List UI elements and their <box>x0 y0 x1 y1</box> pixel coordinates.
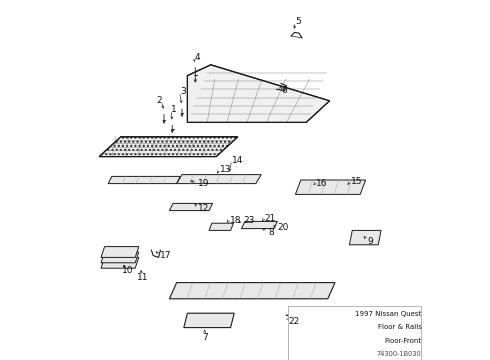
Polygon shape <box>349 230 381 245</box>
Text: 7: 7 <box>202 333 208 342</box>
Text: 11: 11 <box>137 273 148 282</box>
Text: 22: 22 <box>288 317 299 325</box>
Polygon shape <box>170 283 335 299</box>
Text: 14: 14 <box>232 156 244 165</box>
Polygon shape <box>187 65 330 122</box>
Text: 3: 3 <box>180 87 186 96</box>
Text: 6: 6 <box>281 86 287 95</box>
Polygon shape <box>170 203 213 211</box>
Text: 16: 16 <box>316 179 328 188</box>
Text: 18: 18 <box>230 216 242 225</box>
Text: 17: 17 <box>160 251 172 260</box>
Text: 19: 19 <box>198 179 210 188</box>
Text: 15: 15 <box>351 177 363 186</box>
Text: 9: 9 <box>368 237 373 246</box>
Text: 1997 Nissan Quest: 1997 Nissan Quest <box>355 311 421 317</box>
Polygon shape <box>295 180 366 194</box>
Polygon shape <box>101 252 139 263</box>
Polygon shape <box>101 257 139 268</box>
FancyBboxPatch shape <box>288 306 421 360</box>
Text: 12: 12 <box>198 204 210 213</box>
Text: 1: 1 <box>171 105 177 114</box>
Polygon shape <box>209 223 233 230</box>
Text: 2: 2 <box>157 96 162 105</box>
Text: Floor & Rails: Floor & Rails <box>377 324 421 330</box>
Text: 23: 23 <box>243 216 255 225</box>
Text: 13: 13 <box>220 165 231 174</box>
Polygon shape <box>99 137 238 157</box>
Text: 4: 4 <box>195 53 200 62</box>
Text: Floor-Front: Floor-Front <box>384 338 421 344</box>
Text: 8: 8 <box>269 228 274 237</box>
Polygon shape <box>176 175 261 184</box>
Text: 20: 20 <box>277 223 289 232</box>
Text: 10: 10 <box>122 266 134 275</box>
Text: 5: 5 <box>295 17 301 26</box>
Text: 74300-1B030: 74300-1B030 <box>377 351 421 357</box>
Polygon shape <box>242 221 277 229</box>
Text: 21: 21 <box>265 215 276 223</box>
Polygon shape <box>101 247 139 257</box>
Polygon shape <box>184 313 234 328</box>
Polygon shape <box>108 176 180 184</box>
